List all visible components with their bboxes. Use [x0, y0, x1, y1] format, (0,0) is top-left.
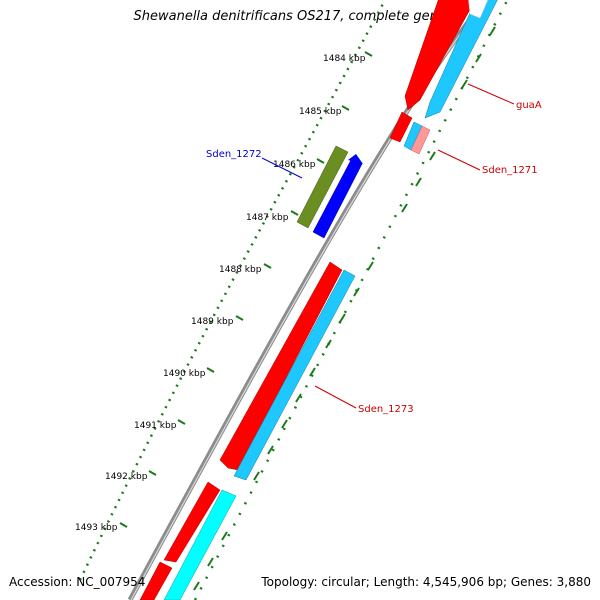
- tick-mark-outer: [364, 51, 373, 57]
- leader-sden1272: [261, 157, 303, 179]
- tick-mark-inner: [295, 393, 302, 403]
- gene-label-sden1271: Sden_1271: [482, 165, 538, 176]
- cds-blue-sden1273: [233, 269, 356, 481]
- tick-mark-outer: [177, 419, 186, 425]
- cds-red-bottom: [163, 481, 221, 563]
- cds-red-sden1273: [219, 261, 343, 471]
- tick-mark-inner: [281, 419, 288, 429]
- tick-mark-inner: [401, 203, 408, 213]
- tick-label-1486: 1486 kbp: [273, 160, 316, 170]
- tick-mark-outer: [148, 470, 157, 476]
- gene-blue-sden1272-arrowhead: [348, 154, 363, 164]
- tick-label-1491: 1491 kbp: [134, 421, 177, 431]
- tick-label-1493: 1493 kbp: [75, 523, 118, 533]
- tick-mark-inner: [475, 53, 482, 63]
- tick-mark-outer: [119, 522, 128, 528]
- tick-label-1484: 1484 kbp: [323, 54, 366, 64]
- tick-labels: 1484 kbp 1485 kbp 1486 kbp 1487 kbp 1488…: [75, 54, 366, 533]
- tick-mark-inner: [339, 313, 346, 323]
- tick-mark-inner: [221, 531, 228, 541]
- tick-mark-outer: [235, 315, 244, 321]
- gene-label-sden1273: Sden_1273: [358, 404, 414, 415]
- tick-mark-inner: [207, 557, 214, 567]
- tick-mark-outer: [316, 158, 325, 164]
- cds-pink-sden1271: [410, 125, 431, 155]
- tick-mark-inner: [193, 581, 200, 591]
- genome-backbone: [127, 0, 490, 600]
- tick-label-1487: 1487 kbp: [246, 213, 289, 223]
- tick-mark-inner: [367, 261, 374, 271]
- tick-mark-outer: [206, 367, 215, 373]
- tick-mark-inner: [461, 79, 468, 89]
- cds-red-bottom-2: [139, 561, 173, 600]
- tick-mark-inner: [267, 445, 274, 455]
- tick-mark-inner: [253, 471, 260, 481]
- tick-label-1492: 1492 kbp: [105, 472, 148, 482]
- cds-red-top: [404, 0, 476, 111]
- tick-mark-inner: [415, 177, 422, 187]
- tick-mark-outer: [341, 105, 350, 111]
- tick-label-1489: 1489 kbp: [191, 317, 234, 327]
- tick-mark-inner: [429, 151, 436, 161]
- leader-sden1271: [437, 149, 481, 171]
- ruler-dotted-inner: [193, 0, 509, 600]
- accession-text: Accession: NC_007954: [9, 575, 146, 589]
- gene-label-guaA: guaA: [516, 100, 542, 111]
- ruler-dotted-outer: [78, 0, 387, 581]
- tick-mark-outer: [263, 263, 272, 269]
- map-title: Shewanella denitrificans OS217, complete…: [133, 9, 467, 24]
- cds-cyan-bottom: [163, 489, 237, 600]
- tick-mark-inner: [325, 339, 332, 349]
- genome-summary-text: Topology: circular; Length: 4,545,906 bp…: [261, 575, 591, 589]
- tick-mark-inner: [309, 367, 316, 377]
- cds-white-top: [468, 0, 489, 19]
- cds-red-guaA: [389, 111, 413, 143]
- tick-mark-inner: [353, 287, 360, 297]
- tick-label-1488: 1488 kbp: [219, 265, 262, 275]
- tick-mark-inner: [489, 26, 496, 36]
- tick-label-1485: 1485 kbp: [299, 107, 342, 117]
- leader-guaA: [467, 83, 515, 105]
- gene-label-sden1272: Sden_1272: [206, 149, 262, 160]
- cds-blue-top: [424, 0, 498, 119]
- leader-sden1273: [314, 385, 357, 409]
- tick-mark-outer: [290, 210, 299, 216]
- tick-label-1490: 1490 kbp: [163, 369, 206, 379]
- ruler-ticks: [119, 26, 496, 591]
- gene-olive-sden1272: [296, 145, 349, 229]
- genome-backbone-highlight: [130, 0, 488, 600]
